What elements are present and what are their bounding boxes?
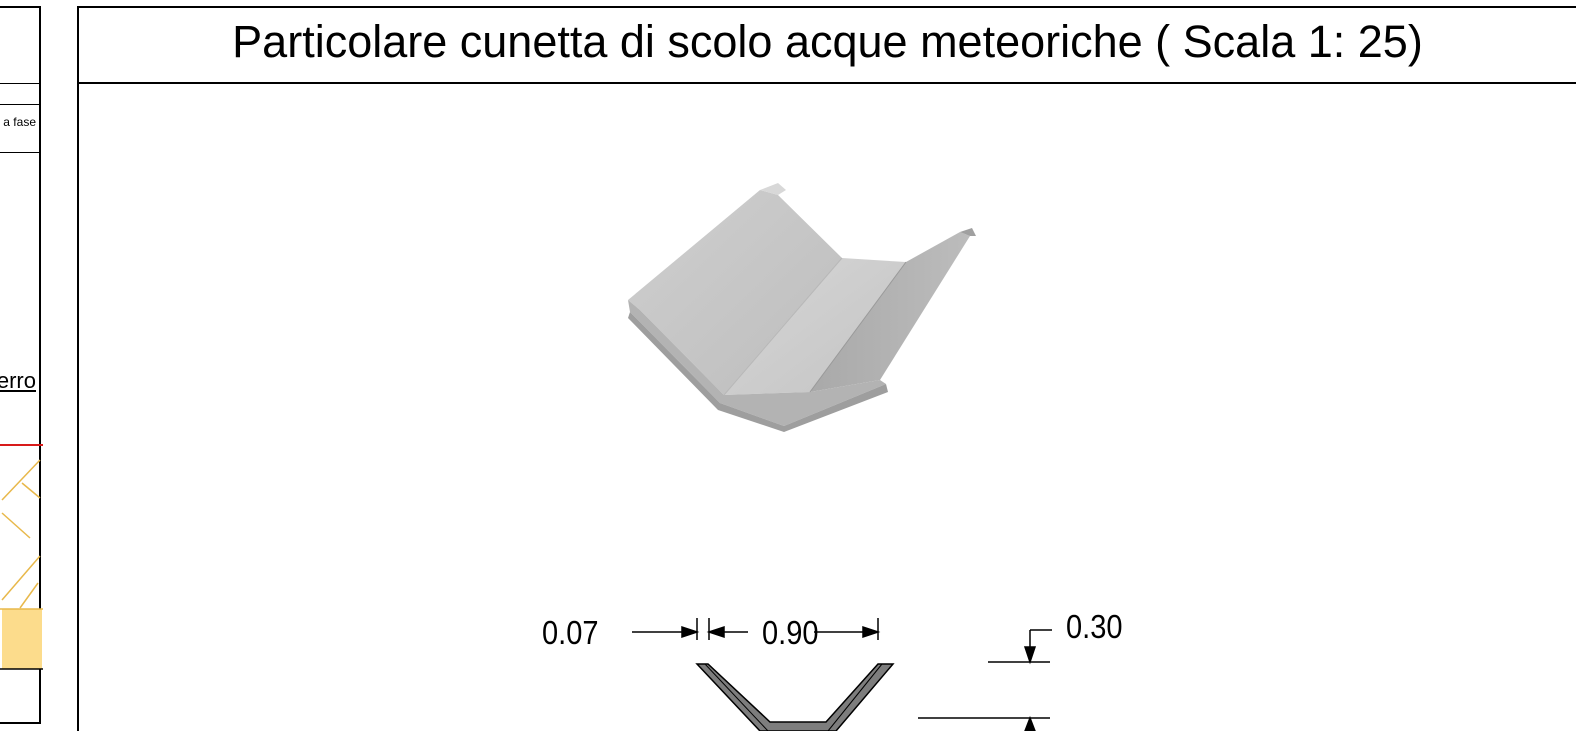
left-panel-divider <box>0 104 39 105</box>
dimension-label-width: 0.90 <box>762 614 819 651</box>
drawing-title: Particolare cunetta di scolo acque meteo… <box>232 16 1423 67</box>
left-sheet-panel: a fase erro <box>0 6 43 724</box>
dimension-label-height: 0.30 <box>1066 608 1123 645</box>
section-label: erro <box>0 368 36 393</box>
left-panel-divider <box>0 152 39 153</box>
title-bar: Particolare cunetta di scolo acque meteo… <box>79 8 1576 84</box>
gutter-cross-section <box>695 663 895 731</box>
left-panel-divider <box>0 83 39 84</box>
dimension-label-wall: 0.07 <box>542 614 599 651</box>
left-panel-hatch <box>0 444 43 670</box>
phase-label: a fase <box>3 115 36 129</box>
drawing-panel: Particolare cunetta di scolo acque meteo… <box>77 6 1576 731</box>
dimension-lines <box>632 618 1052 731</box>
gutter-3d-render <box>628 183 976 432</box>
